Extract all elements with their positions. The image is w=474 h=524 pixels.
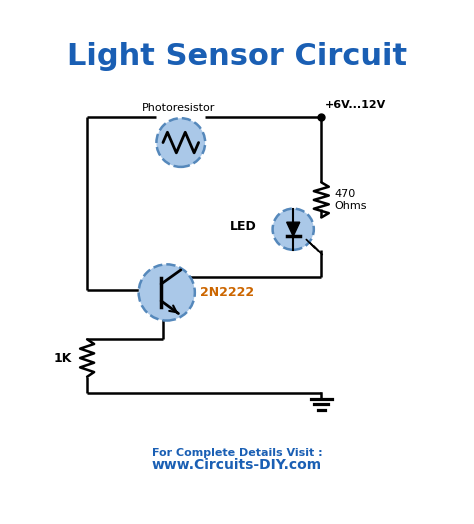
Text: Photoresistor: Photoresistor <box>142 103 215 113</box>
Text: LED: LED <box>229 221 256 233</box>
Circle shape <box>156 118 205 167</box>
Text: Ohms: Ohms <box>335 201 367 211</box>
Circle shape <box>138 264 195 321</box>
Circle shape <box>273 209 314 250</box>
Polygon shape <box>287 222 300 236</box>
Text: +6V...12V: +6V...12V <box>325 100 386 110</box>
Text: www.Circuits-DIY.com: www.Circuits-DIY.com <box>152 458 322 472</box>
Text: Light Sensor Circuit: Light Sensor Circuit <box>67 42 407 71</box>
Text: 2N2222: 2N2222 <box>200 286 254 299</box>
Text: 1K: 1K <box>54 352 72 365</box>
Text: For Complete Details Visit :: For Complete Details Visit : <box>152 448 322 458</box>
Text: 470: 470 <box>335 189 356 199</box>
